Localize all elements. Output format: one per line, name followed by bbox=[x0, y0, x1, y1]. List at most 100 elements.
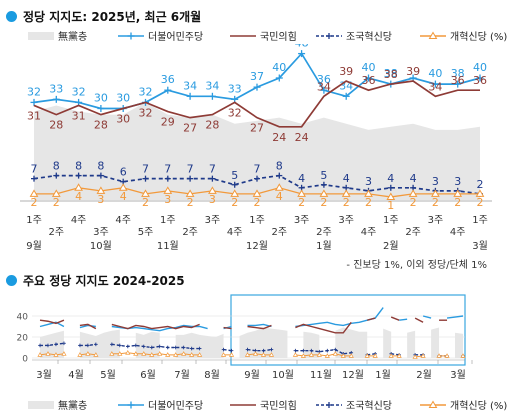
data-label-ppp: 28 bbox=[205, 119, 219, 132]
point-reform bbox=[141, 189, 150, 197]
x-tick-label: 3주 bbox=[338, 215, 354, 226]
point-rebuild bbox=[94, 342, 98, 347]
point-reform bbox=[244, 352, 251, 357]
point-rebuild bbox=[118, 343, 122, 348]
point-rebuild bbox=[38, 343, 42, 348]
title-text: 정당 지지도: 2025년, 최근 6개월 bbox=[23, 10, 202, 24]
data-label-rebuild: 7 bbox=[164, 163, 171, 176]
legend-label: 더불어민주당 bbox=[148, 32, 204, 43]
point-reform bbox=[125, 350, 131, 355]
line-rebuild bbox=[40, 342, 65, 347]
month-label: 5월 bbox=[100, 369, 116, 381]
month-label: 12월 bbox=[246, 240, 268, 252]
point-reform bbox=[460, 353, 466, 358]
legend-label: 無黨층 bbox=[58, 32, 88, 43]
data-label-dem: 34 bbox=[205, 79, 219, 92]
data-label-rebuild: 5 bbox=[231, 169, 238, 182]
title-text: 주요 정당 지지도 2024-2025 bbox=[23, 274, 185, 288]
data-label-rebuild: 3 bbox=[432, 175, 439, 188]
month-label: 1월 bbox=[316, 240, 332, 252]
point-dem bbox=[208, 92, 216, 100]
area-none bbox=[79, 329, 120, 358]
point-rebuild bbox=[254, 175, 260, 182]
point-reform bbox=[297, 189, 306, 197]
data-label-rebuild: 8 bbox=[97, 160, 104, 173]
line-reform bbox=[247, 353, 272, 356]
legend-label: 국민의힘 bbox=[260, 32, 297, 43]
point-dem bbox=[431, 80, 439, 88]
x-tick-label: 4주 bbox=[71, 215, 87, 226]
data-label-reform: 2 bbox=[365, 196, 372, 209]
point-reform bbox=[431, 189, 440, 197]
data-label-reform: 3 bbox=[209, 193, 216, 206]
data-label-ppp: 32 bbox=[228, 106, 242, 119]
point-rebuild bbox=[221, 347, 226, 352]
point-rebuild bbox=[301, 348, 306, 353]
point-reform bbox=[408, 189, 418, 197]
data-label-ppp: 39 bbox=[406, 65, 420, 78]
point-rebuild bbox=[231, 181, 238, 188]
point-rebuild bbox=[31, 175, 37, 182]
point-reform bbox=[74, 183, 83, 191]
point-dem bbox=[164, 86, 172, 94]
x-tick-label: 2주 bbox=[405, 227, 421, 238]
legend-label: 국민의힘 bbox=[260, 401, 297, 412]
data-label-dem: 48 bbox=[295, 44, 309, 50]
data-label-dem: 32 bbox=[139, 85, 153, 98]
data-label-ppp: 31 bbox=[27, 109, 41, 122]
legend-label: 조국혁신당 bbox=[346, 32, 392, 43]
data-label-rebuild: 7 bbox=[254, 163, 261, 176]
highlight-box bbox=[230, 294, 466, 366]
point-reform bbox=[93, 352, 99, 357]
point-rebuild bbox=[269, 347, 274, 352]
point-rebuild bbox=[276, 172, 283, 179]
x-tick-label: 4주 bbox=[450, 227, 466, 238]
point-rebuild bbox=[197, 346, 202, 351]
point-reform bbox=[319, 189, 329, 197]
legend-swatch-rebuild bbox=[316, 32, 342, 40]
x-tick-label: 1주 bbox=[160, 215, 176, 226]
data-label-reform: 2 bbox=[432, 196, 439, 209]
point-reform bbox=[165, 352, 171, 357]
line-dem bbox=[247, 323, 272, 328]
point-reform bbox=[324, 353, 330, 358]
line-rebuild bbox=[247, 348, 272, 352]
data-label-rebuild: 7 bbox=[142, 163, 149, 176]
series-none bbox=[34, 102, 480, 200]
data-label-rebuild: 4 bbox=[410, 172, 417, 185]
point-reform bbox=[316, 352, 322, 357]
point-reform bbox=[252, 351, 259, 356]
x-tick-label: 1주 bbox=[383, 215, 399, 226]
point-rebuild bbox=[78, 343, 82, 348]
data-label-dem: 32 bbox=[27, 85, 41, 98]
month-label: 9월 bbox=[26, 240, 42, 252]
data-label-ppp: 36 bbox=[362, 74, 376, 87]
point-rebuild bbox=[320, 181, 327, 188]
data-label-ppp: 27 bbox=[250, 122, 264, 135]
point-rebuild bbox=[110, 342, 114, 347]
x-tick-label: 2주 bbox=[316, 227, 332, 238]
line-ppp bbox=[39, 319, 65, 325]
point-reform bbox=[260, 352, 267, 357]
point-rebuild bbox=[387, 184, 394, 191]
month-label: 8월 bbox=[204, 369, 220, 381]
x-tick-label: 4주 bbox=[115, 215, 131, 226]
point-reform bbox=[364, 189, 373, 197]
series-dem: 3233323030323634343337404836344038403840 bbox=[27, 44, 487, 112]
point-dem bbox=[30, 98, 38, 106]
data-label-rebuild: 4 bbox=[387, 172, 394, 185]
x-tick-label: 3주 bbox=[93, 227, 109, 238]
point-reform bbox=[412, 354, 418, 359]
point-reform bbox=[436, 353, 442, 358]
line-ppp bbox=[79, 323, 97, 330]
point-reform bbox=[420, 353, 426, 358]
data-label-reform: 1 bbox=[387, 199, 394, 212]
line-ppp bbox=[223, 326, 232, 330]
y-tick-label: 20 bbox=[17, 334, 29, 344]
point-reform bbox=[386, 192, 396, 200]
point-dem bbox=[97, 105, 105, 112]
data-label-ppp: 36 bbox=[451, 74, 465, 87]
point-reform bbox=[133, 351, 139, 356]
x-tick-label: 4주 bbox=[227, 227, 243, 238]
month-label: 6월 bbox=[140, 369, 156, 381]
